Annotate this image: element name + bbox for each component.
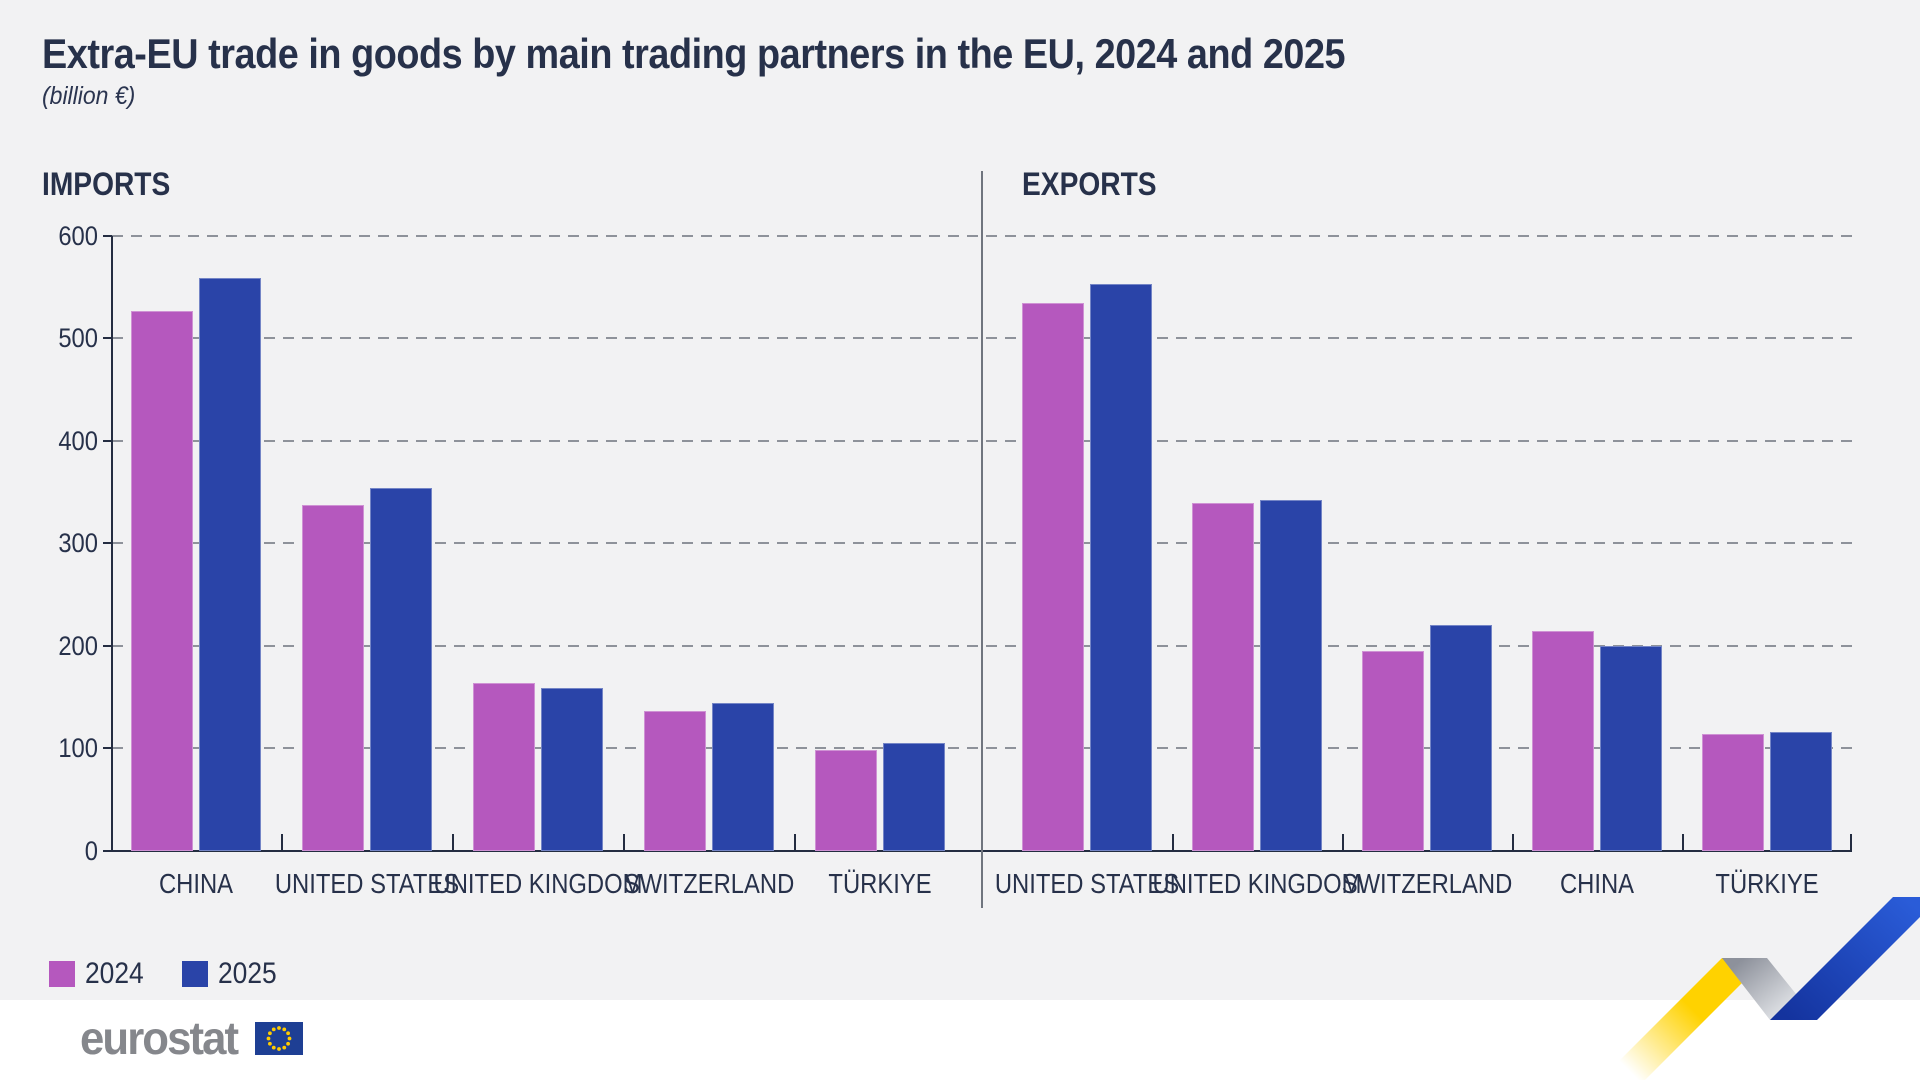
x-category-label-exports-t-rkiye: TÜRKIYE [1715, 868, 1819, 899]
trend-ribbon-graphic [1600, 897, 1920, 1080]
x-category-label-exports-united-states: UNITED STATES [994, 868, 1180, 899]
bar-exports-switzerland-2024 [1362, 650, 1424, 851]
x-category-label-exports-china: CHINA [1559, 868, 1635, 899]
bar-imports-t-rkiye-2024 [815, 750, 877, 851]
bar-imports-china-2024 [131, 311, 193, 851]
bar-exports-t-rkiye-2025 [1770, 732, 1832, 851]
bar-imports-united-states-2024 [302, 505, 364, 851]
y-axis-label-300: 300 [58, 528, 98, 559]
footer-strip [0, 1000, 1920, 1080]
x-category-label-imports-united-kingdom: UNITED KINGDOM [433, 868, 643, 899]
imports-y-axis [111, 235, 113, 851]
y-axis-label-600: 600 [58, 220, 98, 251]
x-category-label-exports-switzerland: SWITZERLAND [1341, 868, 1513, 899]
y-axis-tick-300 [103, 542, 112, 545]
category-tick-1-3 [1681, 834, 1684, 851]
bar-exports-united-states-2025 [1090, 283, 1152, 851]
ribbon-blue-band [1770, 897, 1920, 1020]
bar-imports-t-rkiye-2025 [883, 743, 945, 851]
panel-title-imports: IMPORTS [42, 166, 171, 202]
panel-divider [981, 171, 983, 908]
x-category-label-imports-switzerland: SWITZERLAND [623, 868, 795, 899]
y-axis-tick-600 [103, 234, 112, 237]
bar-imports-china-2025 [199, 277, 261, 851]
eu-flag-icon [255, 1021, 304, 1055]
bar-exports-united-kingdom-2025 [1260, 500, 1322, 851]
y-axis-tick-0 [103, 850, 112, 852]
eurostat-logo: eurostat [80, 1012, 304, 1064]
y-axis-label-400: 400 [58, 425, 98, 456]
y-axis-tick-100 [103, 747, 112, 750]
category-tick-0-1 [451, 834, 454, 851]
x-category-label-imports-united-states: UNITED STATES [274, 868, 460, 899]
bar-imports-united-kingdom-2025 [541, 687, 603, 851]
legend-label-2025: 2025 [218, 957, 277, 990]
legend-swatch-2024 [49, 961, 75, 987]
bar-imports-united-kingdom-2024 [473, 682, 535, 851]
y-axis-tick-500 [103, 337, 112, 340]
x-category-label-imports-t-rkiye: TÜRKIYE [828, 868, 932, 899]
bar-exports-united-kingdom-2024 [1192, 503, 1254, 851]
bar-exports-china-2025 [1600, 645, 1662, 851]
category-tick-0-0 [280, 834, 283, 851]
x-category-label-exports-united-kingdom: UNITED KINGDOM [1152, 868, 1362, 899]
category-tick-1-2 [1511, 834, 1514, 851]
chart-subtitle: (billion €) [42, 82, 136, 110]
y-axis-label-500: 500 [58, 323, 98, 354]
x-category-label-imports-china: CHINA [158, 868, 234, 899]
category-tick-1-1 [1341, 834, 1344, 851]
bar-exports-switzerland-2025 [1430, 625, 1492, 851]
chart-title: Extra-EU trade in goods by main trading … [42, 30, 1346, 77]
bar-exports-t-rkiye-2024 [1702, 734, 1764, 851]
y-axis-tick-400 [103, 439, 112, 442]
legend-item-2024: 2024 [49, 957, 152, 991]
chart-legend: 2024 2025 [49, 957, 311, 990]
panel-title-exports: EXPORTS [1022, 166, 1157, 202]
y-axis-label-0: 0 [84, 836, 98, 866]
bar-exports-china-2024 [1532, 631, 1594, 851]
y-axis-tick-200 [103, 644, 112, 647]
eurostat-logo-text: eurostat [80, 1012, 239, 1064]
legend-label-2024: 2024 [85, 957, 144, 990]
category-tick-1-0 [1171, 834, 1174, 851]
bar-exports-united-states-2024 [1022, 303, 1084, 851]
bar-imports-switzerland-2025 [712, 703, 774, 851]
category-tick-0-2 [622, 834, 625, 851]
category-tick-0-3 [793, 834, 796, 851]
bar-imports-switzerland-2024 [644, 711, 706, 851]
category-tick-1-4 [1850, 834, 1852, 851]
y-axis-label-200: 200 [58, 630, 98, 661]
legend-item-2025: 2025 [182, 957, 285, 991]
y-axis-label-100: 100 [58, 733, 98, 764]
bar-imports-united-states-2025 [370, 487, 432, 851]
legend-swatch-2025 [182, 961, 209, 987]
ribbon-yellow-band [1600, 958, 1767, 1080]
